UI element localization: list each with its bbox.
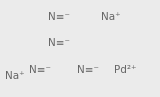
- Text: N≡⁻: N≡⁻: [48, 38, 70, 48]
- Text: Na⁺: Na⁺: [5, 71, 24, 81]
- Text: Na⁺: Na⁺: [101, 12, 120, 23]
- Text: N≡⁻: N≡⁻: [77, 65, 99, 75]
- Text: N≡⁻: N≡⁻: [48, 12, 70, 23]
- Text: N≡⁻: N≡⁻: [29, 65, 51, 75]
- Text: Pd²⁺: Pd²⁺: [114, 65, 136, 75]
